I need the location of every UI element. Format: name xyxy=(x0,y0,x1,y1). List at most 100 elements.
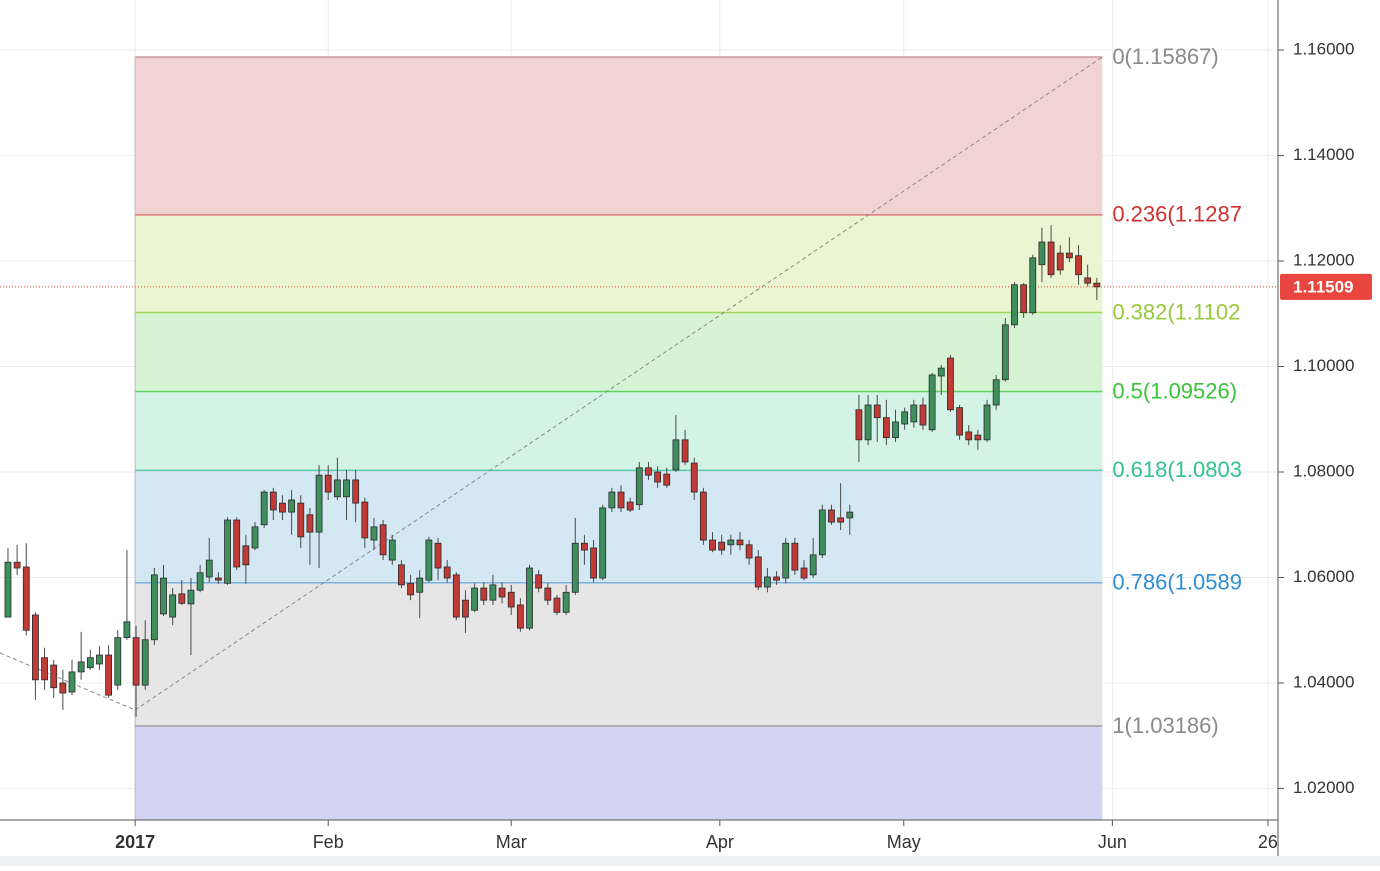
candle-body xyxy=(41,657,48,681)
candle-body xyxy=(928,374,936,431)
candle-body xyxy=(1029,257,1037,314)
fib-level-label: 0(1.15867) xyxy=(1112,44,1218,69)
candle-body xyxy=(727,539,735,546)
candle-body xyxy=(434,542,442,569)
candle-body xyxy=(141,639,149,686)
y-tick-label: 1.08000 xyxy=(1293,461,1354,480)
candle-body xyxy=(1020,284,1028,314)
candle-body xyxy=(1093,282,1101,288)
candle-body xyxy=(718,541,726,551)
candle-body xyxy=(562,591,570,613)
candle-body xyxy=(590,547,597,579)
candle-body xyxy=(361,501,369,539)
candle-body xyxy=(416,577,424,593)
candle-body xyxy=(882,417,890,439)
candle-body xyxy=(388,539,396,561)
candle-body xyxy=(690,462,698,493)
x-tick-label: Apr xyxy=(706,832,734,852)
candle-body xyxy=(160,577,167,615)
candle-body xyxy=(626,501,634,511)
candle-body xyxy=(864,404,872,441)
y-tick-label: 1.16000 xyxy=(1293,39,1354,58)
fib-band xyxy=(135,214,1103,313)
candle-body xyxy=(992,379,1000,406)
candle-body xyxy=(96,654,103,665)
candle-body xyxy=(425,539,433,581)
candle-body xyxy=(123,621,131,639)
candle-body xyxy=(1075,255,1082,276)
candle-body xyxy=(974,434,982,441)
y-tick-label: 1.10000 xyxy=(1293,356,1354,375)
y-axis: 1.02000 1.04000 1.06000 1.08000 1.10000 1.120… xyxy=(1278,39,1372,797)
candle-body xyxy=(398,564,405,586)
candle-body xyxy=(333,479,341,498)
candle-body xyxy=(828,509,835,523)
candle-body xyxy=(498,587,506,598)
candle-body xyxy=(983,404,991,441)
candle-body xyxy=(736,539,744,546)
candle-body xyxy=(782,542,790,579)
x-tick-label: 26 xyxy=(1258,832,1278,852)
fib-band xyxy=(135,725,1103,820)
candle-body xyxy=(407,582,414,596)
candle-body xyxy=(260,491,268,526)
candle-body xyxy=(462,599,469,618)
fib-band xyxy=(135,470,1103,583)
candle-body xyxy=(22,566,30,631)
candle-body xyxy=(251,526,259,549)
y-tick-label: 1.02000 xyxy=(1293,778,1354,797)
fib-level-label: 0.236(1.1287 xyxy=(1112,202,1242,227)
fib-level-label: 0.5(1.09526) xyxy=(1112,378,1237,403)
candle-body xyxy=(581,542,588,551)
candle-body xyxy=(901,411,909,425)
candle-body xyxy=(297,502,305,538)
candle-body xyxy=(608,491,616,509)
candle-body xyxy=(635,467,643,506)
candle-body xyxy=(86,657,94,669)
fib-level-label: 0.786(1.0589 xyxy=(1112,570,1242,595)
candle-body xyxy=(919,404,927,426)
candle-body xyxy=(59,682,67,694)
candle-body xyxy=(681,439,689,463)
y-tick-label: 1.12000 xyxy=(1293,250,1354,269)
candle-body xyxy=(132,637,140,686)
candle-body xyxy=(516,604,524,629)
candle-body xyxy=(242,545,250,566)
candle-body xyxy=(910,404,918,423)
candle-body xyxy=(764,576,771,588)
candle-body xyxy=(818,509,826,556)
candle-body xyxy=(617,491,625,509)
candle-body xyxy=(50,664,58,689)
candle-body xyxy=(196,572,204,591)
candle-body xyxy=(645,467,652,476)
candle-body xyxy=(269,491,277,511)
candle-body xyxy=(663,473,671,486)
candle-body xyxy=(599,507,607,579)
candle-body xyxy=(233,519,241,568)
candle-body xyxy=(544,587,552,601)
candle-body xyxy=(846,511,854,519)
candle-body xyxy=(956,407,963,436)
candle-body xyxy=(1065,252,1073,259)
candle-body xyxy=(178,593,186,604)
candle-body xyxy=(1038,241,1046,266)
candle-body xyxy=(370,526,378,541)
candle-body xyxy=(1011,284,1018,326)
fib-level-label: 0.618(1.0803 xyxy=(1112,457,1242,482)
y-tick-label: 1.06000 xyxy=(1293,567,1354,586)
candle-body xyxy=(114,637,122,686)
candle-body xyxy=(873,404,881,419)
candle-body xyxy=(773,576,780,581)
bottom-strip xyxy=(0,856,1380,866)
candle-body xyxy=(937,367,945,377)
candle-body xyxy=(306,514,314,533)
candle-body xyxy=(32,614,39,681)
x-axis: 2017 Feb Mar Apr May Jun 26 xyxy=(115,820,1278,852)
y-tick-label: 1.14000 xyxy=(1293,145,1354,164)
candle-body xyxy=(4,561,12,618)
x-tick-label: May xyxy=(887,832,921,852)
candle-body xyxy=(837,517,845,523)
trend-line xyxy=(0,652,136,711)
candle-body xyxy=(754,556,762,588)
